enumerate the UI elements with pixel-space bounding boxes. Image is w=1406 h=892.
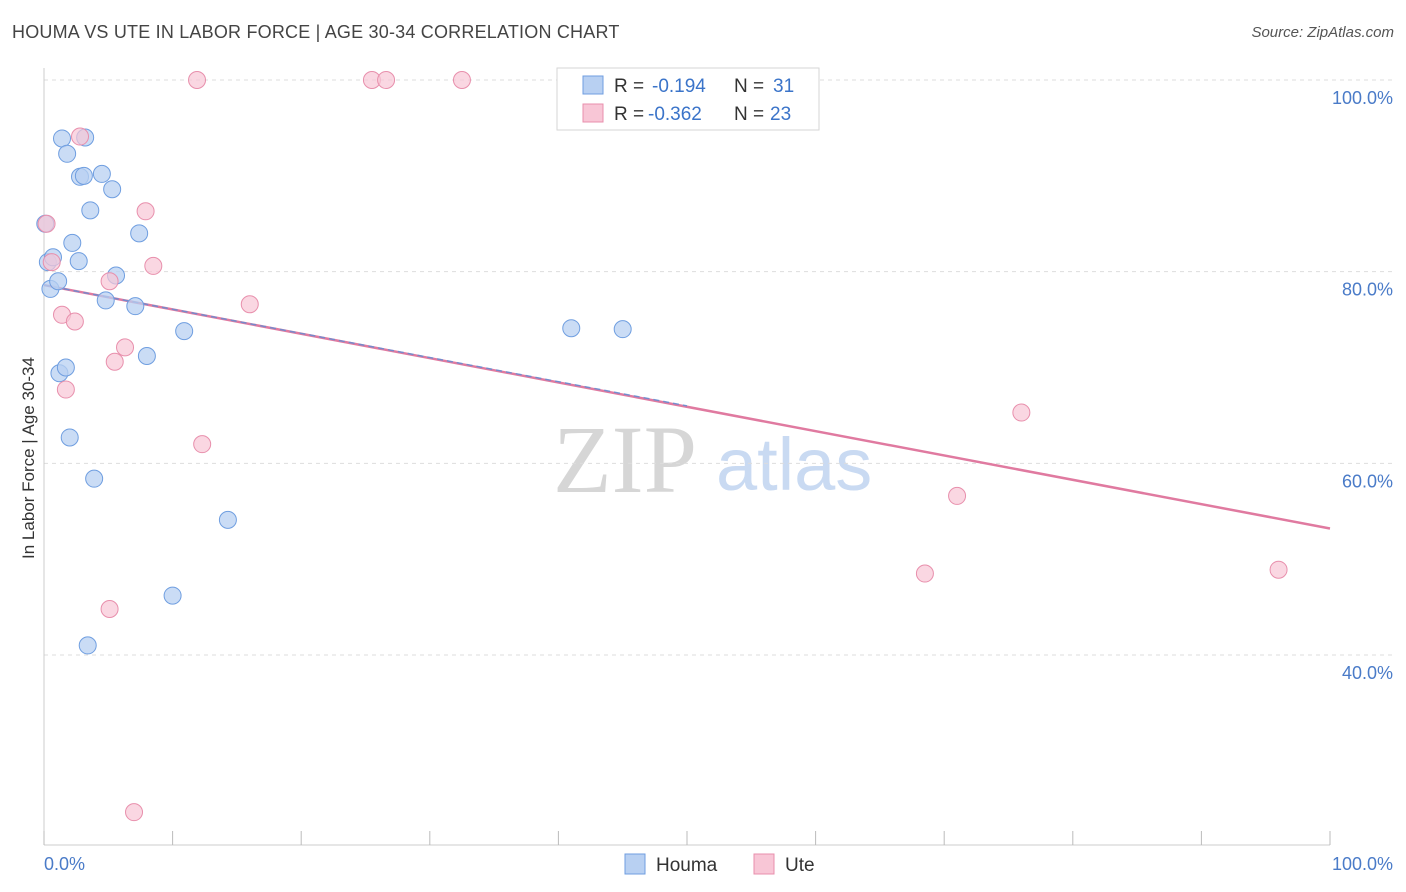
data-point-ute xyxy=(240,295,259,314)
data-point-houma xyxy=(218,510,237,529)
trend-line-ute xyxy=(43,283,1331,530)
tick-labels: 100.0% 80.0% 60.0% 40.0% 0.0% 100.0% xyxy=(44,88,1393,874)
trend-line-houma xyxy=(43,284,688,407)
watermark: ZIP atlas xyxy=(553,406,872,513)
x-tick-label: 100.0% xyxy=(1332,854,1393,874)
data-point-ute xyxy=(100,600,119,618)
data-point-ute xyxy=(1012,403,1031,422)
data-point-ute xyxy=(65,312,84,331)
data-point-houma xyxy=(49,272,68,291)
legend-ute-r-value: -0.362 xyxy=(648,104,702,125)
axes xyxy=(43,68,1331,846)
data-point-houma xyxy=(58,144,77,163)
data-point-ute xyxy=(56,380,75,399)
data-point-ute xyxy=(42,253,61,272)
legend-ute-n-value: 23 xyxy=(770,104,791,125)
data-point-houma xyxy=(613,320,632,339)
legend-bottom-ute-label: Ute xyxy=(785,855,815,876)
chart-source: Source: ZipAtlas.com xyxy=(1251,24,1394,41)
data-point-ute xyxy=(188,71,207,89)
y-axis-title: In Labor Force | Age 30-34 xyxy=(19,357,38,559)
data-point-houma xyxy=(69,252,88,271)
y-tick-label: 80.0% xyxy=(1342,280,1393,300)
data-point-ute xyxy=(37,214,56,233)
data-point-houma xyxy=(56,358,75,377)
data-point-ute xyxy=(125,803,144,822)
data-point-houma xyxy=(92,164,111,183)
legend-houma-swatch xyxy=(582,75,604,95)
data-point-houma xyxy=(137,347,156,365)
data-point-houma xyxy=(81,201,100,220)
data-point-houma xyxy=(53,129,72,148)
data-point-houma xyxy=(562,319,581,338)
data-point-houma xyxy=(85,469,104,488)
data-point-houma xyxy=(96,291,115,310)
legend-ute-n-label: N = xyxy=(734,104,764,125)
data-point-ute xyxy=(136,202,155,221)
data-point-ute xyxy=(377,71,396,89)
y-tick-label: 60.0% xyxy=(1342,471,1393,491)
data-point-ute xyxy=(144,256,163,275)
data-point-houma xyxy=(175,322,194,341)
y-tick-label: 40.0% xyxy=(1342,663,1393,683)
data-point-houma xyxy=(63,233,82,252)
data-point-ute xyxy=(948,486,967,505)
data-points xyxy=(36,71,1288,822)
data-point-houma xyxy=(60,428,79,447)
legend-bottom-houma-swatch xyxy=(624,853,646,875)
legend-ute-swatch xyxy=(582,103,604,123)
watermark-zip: ZIP xyxy=(553,406,697,513)
chart-title: HOUMA VS UTE IN LABOR FORCE | AGE 30-34 … xyxy=(12,22,620,42)
data-point-houma xyxy=(78,636,97,655)
data-point-houma xyxy=(74,166,93,185)
legend-top: R = -0.194 N = 31 R = -0.362 N = 23 xyxy=(556,67,820,131)
data-point-ute xyxy=(105,352,124,371)
data-point-ute xyxy=(71,127,90,146)
y-tick-label: 100.0% xyxy=(1332,88,1393,108)
grid-lines xyxy=(44,79,1392,656)
data-point-ute xyxy=(193,435,212,454)
data-point-ute xyxy=(452,71,471,89)
data-point-houma xyxy=(130,224,149,243)
data-point-houma xyxy=(163,586,182,605)
data-point-ute xyxy=(100,272,119,291)
legend-houma-n-value: 31 xyxy=(773,76,794,97)
legend-bottom: Houma Ute xyxy=(624,853,815,876)
watermark-atlas: atlas xyxy=(716,423,872,506)
data-point-ute xyxy=(915,564,934,583)
legend-bottom-ute-swatch xyxy=(753,853,775,875)
legend-houma-r-value: -0.194 xyxy=(652,76,706,97)
legend-ute-r-label: R = xyxy=(614,104,644,125)
data-point-houma xyxy=(103,180,122,199)
legend-houma-r-label: R = xyxy=(614,76,644,97)
legend-bottom-houma-label: Houma xyxy=(656,855,718,876)
x-tick-label: 0.0% xyxy=(44,854,85,874)
data-point-ute xyxy=(116,338,135,357)
data-point-ute xyxy=(1269,560,1288,579)
data-point-houma xyxy=(126,297,145,316)
trend-lines xyxy=(43,283,1331,530)
legend-houma-n-label: N = xyxy=(734,76,764,97)
